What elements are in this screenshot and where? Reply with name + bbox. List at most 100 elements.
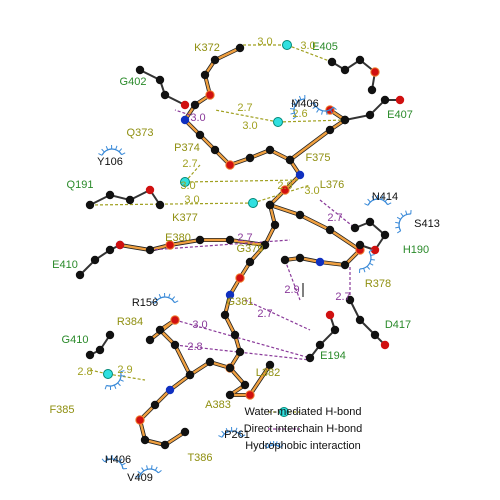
arc-spoke [329, 109, 333, 114]
distance-label: 2.7 [182, 158, 197, 170]
arc-spoke [154, 296, 158, 301]
arc [398, 213, 411, 232]
atom [195, 130, 205, 140]
distance-label: 2.7 [237, 102, 252, 114]
atom [225, 235, 235, 245]
atom [370, 67, 380, 77]
atom [325, 310, 335, 320]
water [273, 117, 283, 127]
arc-spoke [321, 110, 323, 115]
arc [138, 468, 159, 478]
partner-chain [349, 299, 386, 346]
water [282, 40, 292, 50]
atom [180, 427, 190, 437]
arc-spoke [113, 384, 117, 389]
atom [225, 363, 235, 373]
arc-spoke [381, 195, 384, 200]
partner-chain [331, 58, 377, 91]
direct-hbond [174, 109, 191, 116]
distance-label: 2.9 [117, 364, 132, 376]
atom [160, 90, 170, 100]
atom [345, 295, 355, 305]
arc-spoke [119, 458, 123, 463]
arc-spoke [235, 427, 238, 432]
arc-spoke [298, 95, 302, 100]
atom [355, 315, 365, 325]
arc-spoke [238, 430, 243, 434]
arc-spoke [326, 110, 328, 115]
distance-label: 2.9 [284, 284, 299, 296]
distance-label: 2.9 [277, 180, 292, 192]
arc-spoke [316, 108, 320, 113]
atom [355, 55, 365, 65]
arc-spoke [364, 203, 369, 206]
atom [330, 325, 340, 335]
atom [155, 75, 165, 85]
arc-spoke [310, 102, 315, 105]
atom [170, 315, 180, 325]
residue-label: E410 [52, 259, 78, 271]
atom [295, 210, 305, 220]
distance-label: 3.0 [242, 120, 257, 132]
arc-spoke [400, 212, 404, 217]
atom [325, 125, 335, 135]
residue-label: P261 [224, 429, 250, 441]
side-chain [119, 238, 266, 252]
atom [165, 240, 175, 250]
residue-label: E407 [387, 109, 413, 121]
atom [260, 240, 270, 250]
atom [380, 95, 390, 105]
residue-label: G410 [62, 334, 89, 346]
partner-chain [309, 314, 337, 359]
atom [340, 65, 350, 75]
atom [295, 253, 305, 263]
atom [265, 145, 275, 155]
atom [135, 65, 145, 75]
atom [245, 153, 255, 163]
atom [95, 345, 105, 355]
arc-spoke [279, 444, 284, 448]
residue-label: R384 [117, 316, 143, 328]
atom [155, 200, 165, 210]
water-hbond [107, 373, 146, 381]
arc [266, 444, 281, 449]
atom [265, 360, 275, 370]
atom [105, 330, 115, 340]
distance-label: 2.6 [292, 108, 307, 120]
arc-spoke [397, 230, 401, 234]
atom [305, 353, 315, 363]
arc-spoke [396, 216, 401, 220]
atom [180, 100, 190, 110]
water-hbond [214, 109, 279, 123]
arc-spoke [269, 441, 272, 446]
arc-spoke [264, 444, 268, 449]
residue-label: K372 [194, 42, 220, 54]
arc [101, 148, 123, 156]
arc-spoke [241, 434, 246, 438]
arc-spoke [366, 266, 371, 270]
arc-spoke [121, 152, 126, 156]
arc-spoke [312, 105, 317, 109]
atom [380, 230, 390, 240]
arc-spoke [115, 145, 118, 150]
hydrophobic-contact [98, 144, 126, 156]
distance-label: 2.7 [237, 232, 252, 244]
atom [145, 335, 155, 345]
atom [165, 385, 175, 395]
residue-label: V409 [127, 472, 153, 484]
hydrophobic-contact [264, 440, 284, 449]
residue-label: A383 [205, 399, 231, 411]
legend-label: Hydrophobic interaction [245, 440, 361, 452]
legend-water [279, 407, 289, 417]
arc-spoke [371, 195, 375, 201]
atom [365, 217, 375, 227]
distance-label: 2.7 [335, 291, 350, 303]
atom [240, 380, 250, 390]
arc-spoke [158, 469, 162, 474]
arc [367, 198, 389, 206]
direct-hbond [284, 259, 301, 301]
arc-spoke [218, 435, 223, 438]
legend-label: Direct interchain H-bond [244, 423, 363, 435]
residue-label: T386 [187, 452, 212, 464]
